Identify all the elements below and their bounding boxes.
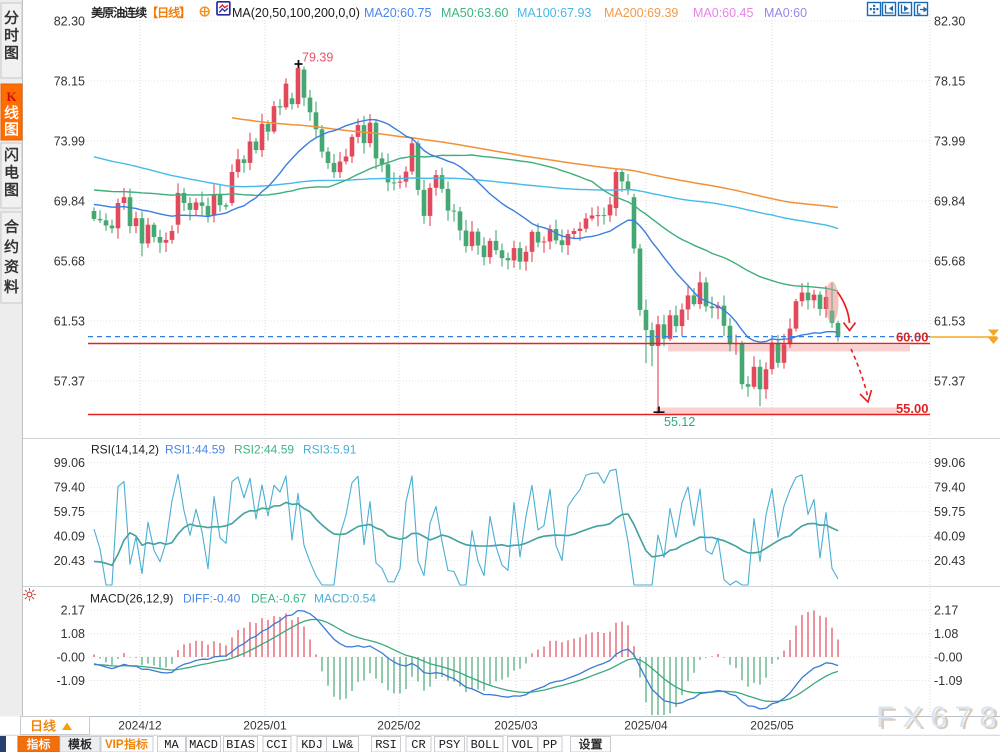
svg-text:DEA:-0.67: DEA:-0.67 [251, 592, 307, 606]
svg-text:69.84: 69.84 [934, 194, 965, 208]
svg-text:61.53: 61.53 [54, 314, 85, 328]
svg-text:57.37: 57.37 [54, 374, 85, 388]
svg-text:73.99: 73.99 [934, 134, 965, 148]
svg-text:59.75: 59.75 [54, 505, 85, 519]
svg-text:MA(20,50,100,200,0,0): MA(20,50,100,200,0,0) [232, 6, 360, 20]
svg-text:RSI3:5.91: RSI3:5.91 [303, 443, 357, 457]
svg-text:40.09: 40.09 [934, 530, 965, 544]
svg-text:82.30: 82.30 [54, 14, 85, 28]
svg-text:73.99: 73.99 [54, 134, 85, 148]
svg-text:61.53: 61.53 [934, 314, 965, 328]
svg-text:2025/01: 2025/01 [243, 719, 287, 733]
svg-text:RSI(14,14,2): RSI(14,14,2) [91, 443, 159, 457]
svg-text:99.06: 99.06 [934, 456, 965, 470]
svg-text:MA0:60: MA0:60 [764, 6, 807, 20]
svg-text:20.43: 20.43 [934, 554, 965, 568]
svg-text:CR: CR [411, 738, 425, 752]
svg-text:2025/02: 2025/02 [377, 719, 421, 733]
svg-text:PP: PP [543, 738, 557, 752]
svg-text:2025/03: 2025/03 [494, 719, 538, 733]
svg-text:55.12: 55.12 [664, 415, 695, 429]
svg-text:99.06: 99.06 [54, 456, 85, 470]
svg-text:-0.00: -0.00 [934, 650, 963, 664]
svg-text:PSY: PSY [439, 738, 461, 752]
svg-text:K: K [6, 89, 17, 104]
svg-text:RSI1:44.59: RSI1:44.59 [165, 443, 225, 457]
svg-text:55.00: 55.00 [896, 401, 929, 416]
svg-text:VIP: VIP [105, 739, 124, 751]
svg-text:VOL: VOL [512, 738, 534, 752]
svg-text:MACD(26,12,9): MACD(26,12,9) [90, 592, 173, 606]
svg-text:59.75: 59.75 [934, 505, 965, 519]
svg-text:82.30: 82.30 [934, 14, 965, 28]
svg-text:MA100:67.93: MA100:67.93 [517, 6, 591, 20]
svg-text:60.00: 60.00 [896, 330, 929, 345]
svg-text:65.68: 65.68 [934, 254, 965, 268]
svg-text:MA200:69.39: MA200:69.39 [604, 6, 678, 20]
svg-text:FX678: FX678 [876, 701, 1000, 734]
svg-text:KDJ: KDJ [301, 738, 323, 752]
svg-text:2.17: 2.17 [61, 604, 85, 618]
svg-text:65.68: 65.68 [54, 254, 85, 268]
svg-text:79.40: 79.40 [934, 481, 965, 495]
svg-text:2024/12: 2024/12 [118, 719, 162, 733]
svg-text:69.84: 69.84 [54, 194, 85, 208]
svg-text:78.15: 78.15 [54, 74, 85, 88]
svg-text:MACD: MACD [189, 738, 218, 752]
svg-text:MA: MA [164, 738, 179, 752]
svg-text:MA20:60.75: MA20:60.75 [364, 6, 431, 20]
svg-text:1.08: 1.08 [934, 627, 958, 641]
svg-text:-1.09: -1.09 [57, 674, 86, 688]
svg-text:BOLL: BOLL [471, 738, 500, 752]
svg-text:RSI: RSI [375, 738, 397, 752]
svg-text:20.43: 20.43 [54, 554, 85, 568]
svg-text:-1.09: -1.09 [934, 674, 963, 688]
svg-text:MA50:63.60: MA50:63.60 [441, 6, 508, 20]
svg-text:LW&: LW& [332, 738, 354, 752]
svg-text:2025/05: 2025/05 [750, 719, 794, 733]
svg-text:CCI: CCI [266, 738, 288, 752]
svg-text:78.15: 78.15 [934, 74, 965, 88]
svg-text:DIFF:-0.40: DIFF:-0.40 [183, 592, 241, 606]
svg-text:40.09: 40.09 [54, 530, 85, 544]
svg-text:MACD:0.54: MACD:0.54 [314, 592, 376, 606]
svg-text:RSI2:44.59: RSI2:44.59 [234, 443, 294, 457]
svg-text:79.39: 79.39 [302, 51, 333, 65]
svg-text:57.37: 57.37 [934, 374, 965, 388]
svg-text:BIAS: BIAS [226, 738, 255, 752]
svg-text:-0.00: -0.00 [57, 650, 86, 664]
svg-text:MA0:60.45: MA0:60.45 [693, 6, 754, 20]
svg-text:2.17: 2.17 [934, 604, 958, 618]
svg-text:79.40: 79.40 [54, 481, 85, 495]
svg-text:FX678: FX678 [879, 703, 1000, 736]
svg-text:2025/04: 2025/04 [624, 719, 668, 733]
svg-text:1.08: 1.08 [61, 627, 85, 641]
